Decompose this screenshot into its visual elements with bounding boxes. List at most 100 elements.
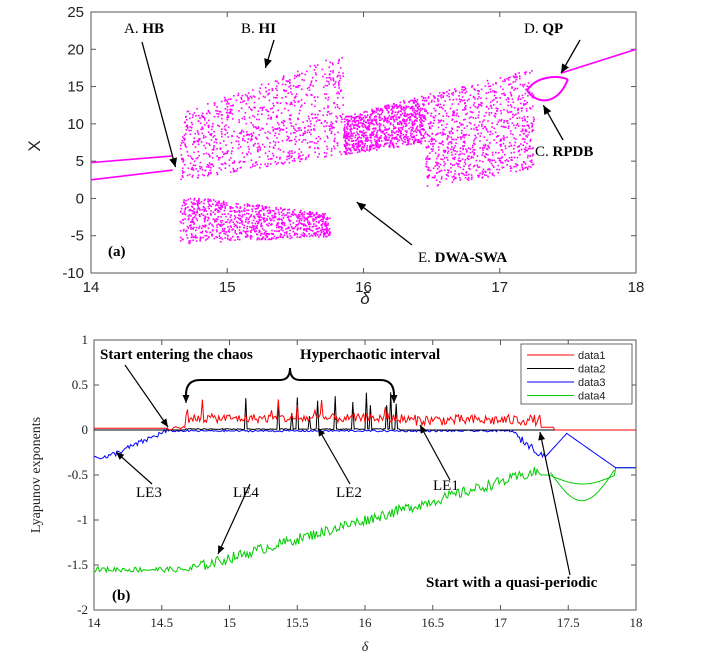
panel-a-point	[202, 214, 205, 217]
panel-a-point	[416, 99, 419, 101]
panel-a-point	[243, 100, 245, 102]
panel-b-ytick-label: -2	[77, 602, 88, 617]
panel-a-point	[257, 207, 259, 210]
panel-a-point	[314, 235, 317, 237]
panel-a-point	[462, 133, 465, 136]
panel-a-point	[208, 124, 210, 127]
panel-a-point	[485, 153, 487, 155]
panel-a-point	[453, 149, 455, 152]
panel-a-point	[372, 110, 374, 112]
panel-a-point	[314, 113, 316, 116]
panel-a-point	[436, 184, 439, 187]
legend-label: data2	[578, 364, 606, 376]
panel-a-point	[257, 237, 260, 240]
panel-a-point	[338, 79, 341, 82]
panel-a-point	[369, 148, 372, 151]
panel-a-point	[401, 119, 404, 122]
panel-a-point	[310, 94, 312, 96]
panel-a-point	[401, 126, 404, 129]
panel-a-point	[454, 156, 456, 159]
panel-a-point	[208, 112, 211, 115]
panel-a-point	[463, 136, 466, 139]
panel-a-point	[196, 200, 198, 202]
panel-a-point	[408, 140, 410, 142]
panel-a-point	[326, 227, 328, 230]
panel-a-point	[230, 210, 233, 213]
panel-a-point	[328, 66, 331, 69]
panel-a-point	[485, 148, 488, 150]
panel-a-point	[414, 116, 416, 119]
panel-a-point	[370, 135, 372, 137]
panel-a-point	[217, 211, 219, 213]
panel-a-point	[419, 119, 421, 121]
panel-a-point	[186, 174, 189, 177]
panel-a-point	[461, 96, 464, 98]
panel-a-point	[246, 203, 249, 205]
panel-a-point	[282, 163, 285, 165]
panel-a-frame	[90, 11, 637, 274]
panel-a-point	[509, 167, 512, 170]
panel-a-point	[275, 224, 278, 227]
panel-a-point	[441, 140, 444, 142]
panel-a-point	[443, 164, 445, 167]
panel-a-point	[254, 227, 257, 230]
panel-a-point	[180, 178, 182, 181]
panel-a-point	[419, 140, 422, 143]
panel-a-point	[235, 233, 238, 235]
panel-a-point	[400, 130, 402, 132]
panel-a-point	[273, 235, 276, 238]
panel-a-point	[250, 97, 253, 99]
panel-a-point	[416, 117, 418, 120]
panel-a-point	[484, 143, 487, 146]
panel-a-point	[436, 104, 439, 107]
panel-a-point	[317, 230, 320, 233]
panel-a-point	[213, 199, 215, 201]
panel-a-point	[296, 224, 299, 226]
panel-a-point	[313, 142, 316, 144]
panel-a-point	[202, 225, 205, 228]
panel-a-point	[314, 216, 317, 219]
panel-a-point	[377, 123, 379, 126]
panel-a-point	[521, 117, 523, 120]
panel-a-point	[283, 231, 286, 234]
panel-a-point	[246, 205, 249, 207]
panel-a-point	[330, 132, 333, 135]
panel-a-point	[300, 219, 303, 222]
panel-a-point	[193, 197, 196, 200]
panel-a-point	[405, 124, 408, 127]
panel-a-point	[259, 92, 262, 95]
panel-a-point	[360, 122, 362, 124]
panel-a-point	[521, 94, 524, 97]
panel-a-point	[181, 158, 183, 161]
panel-a-point	[493, 127, 496, 130]
panel-a-point	[339, 115, 342, 117]
panel-a-point	[319, 234, 321, 236]
panel-a-point	[187, 198, 190, 201]
panel-a-point	[326, 229, 329, 231]
panel-a-point	[273, 210, 275, 212]
panel-a-point	[428, 127, 431, 130]
panel-a-point	[260, 216, 262, 219]
panel-a-point	[375, 121, 378, 124]
legend-label: data1	[578, 350, 606, 362]
panel-a-point	[329, 232, 332, 234]
panel-a-point	[204, 226, 206, 228]
panel-a-point	[384, 137, 386, 140]
panel-a-point	[296, 220, 298, 222]
panel-a-point	[451, 132, 454, 134]
panel-a-point	[425, 157, 428, 159]
panel-a-point	[478, 166, 481, 168]
panel-a-point	[236, 226, 239, 229]
panel-a-point	[435, 104, 438, 106]
panel-a-point	[483, 155, 486, 157]
panel-a-point	[495, 91, 497, 93]
panel-a-point	[210, 172, 212, 175]
panel-a-point	[233, 94, 235, 97]
panel-a-point	[181, 172, 184, 174]
panel-a-point	[287, 92, 290, 95]
panel-a-point	[219, 232, 222, 234]
panel-a-point	[219, 148, 222, 151]
panel-a-point	[206, 103, 209, 105]
panel-a-point	[477, 132, 479, 135]
panel-a-label: (a)	[108, 244, 126, 260]
